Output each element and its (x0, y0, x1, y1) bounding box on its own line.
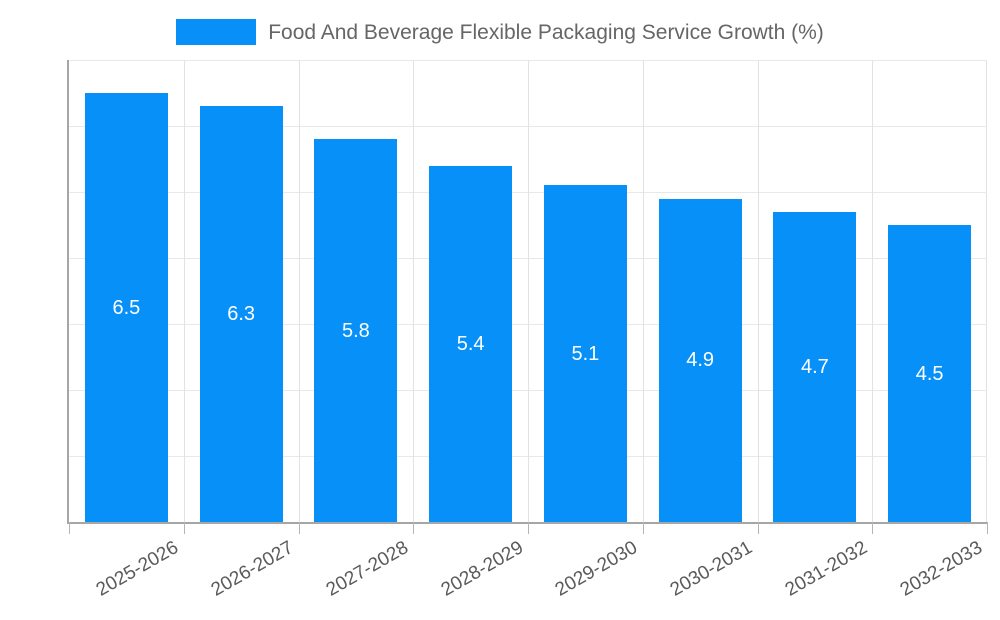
gridline-vertical (872, 60, 873, 522)
chart-legend: Food And Beverage Flexible Packaging Ser… (0, 14, 1000, 50)
x-axis-tick-label: 2031-2032 (781, 537, 871, 601)
x-axis-tick-label: 2032-2033 (896, 537, 986, 601)
x-axis-tick-label: 2026-2027 (207, 537, 298, 601)
x-axis-tick-mark (987, 522, 988, 534)
bar[interactable]: 6.3 (199, 106, 283, 522)
x-axis-tick-mark (758, 522, 759, 534)
gridline-vertical (643, 60, 644, 522)
bar[interactable]: 4.9 (658, 198, 742, 522)
bar[interactable]: 4.5 (888, 225, 972, 522)
bar[interactable]: 5.1 (543, 185, 627, 522)
bar-value-label: 4.5 (915, 362, 944, 385)
legend-color-swatch (176, 19, 257, 45)
gridline-vertical (758, 60, 759, 522)
bar-chart: Food And Beverage Flexible Packaging Ser… (0, 14, 1000, 601)
x-axis-tick-mark (413, 522, 414, 534)
x-axis-tick-mark (643, 522, 644, 534)
plot-right-edge (986, 60, 987, 522)
plot-area: 6.5 6.3 5.8 5.4 5.1 4.9 4.7 4.5 (67, 60, 988, 534)
x-axis-tick-label: 2028-2029 (437, 537, 527, 601)
gridline-vertical (413, 60, 414, 522)
x-axis-tick-mark (69, 522, 70, 534)
gridline-vertical (184, 60, 185, 522)
bar[interactable]: 5.4 (429, 165, 513, 522)
x-axis-tick-mark (872, 522, 873, 534)
x-axis-tick-mark (184, 522, 185, 534)
bar-value-label: 6.3 (227, 303, 256, 326)
bar-value-label: 5.8 (341, 319, 370, 342)
bar[interactable]: 6.5 (84, 93, 168, 522)
gridline-vertical (299, 60, 300, 522)
bar-value-label: 5.1 (571, 342, 600, 365)
legend-label: Food And Beverage Flexible Packaging Ser… (268, 20, 824, 44)
bar-value-label: 5.4 (456, 332, 485, 355)
bar-value-label: 6.5 (112, 296, 141, 319)
bar-value-label: 4.9 (686, 349, 715, 372)
x-axis-tick-label: 2029-2030 (552, 537, 642, 601)
bar[interactable]: 5.8 (314, 139, 398, 522)
x-axis-tick-label: 2027-2028 (322, 537, 412, 601)
x-axis-tick-mark (299, 522, 300, 534)
x-axis-tick-mark (528, 522, 529, 534)
gridline-vertical (528, 60, 529, 522)
bar-value-label: 4.7 (800, 355, 829, 378)
x-axis-tick-label: 2030-2031 (666, 537, 757, 601)
x-axis-tick-label: 2025-2026 (93, 537, 183, 601)
bar[interactable]: 4.7 (773, 211, 857, 522)
